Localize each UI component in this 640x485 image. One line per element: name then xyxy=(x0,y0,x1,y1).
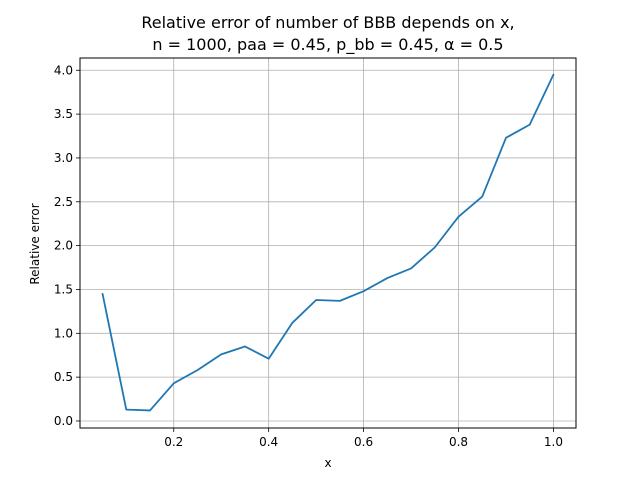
y-axis-ticks: 0.0 0.5 1.0 1.5 2.0 2.5 3.0 3.5 4.0 xyxy=(54,63,80,428)
series-layer xyxy=(103,75,554,411)
y-tick-label: 3.0 xyxy=(54,151,73,165)
x-tick-label: 0.8 xyxy=(449,435,468,449)
series-line xyxy=(103,75,554,411)
grid xyxy=(80,58,576,428)
y-tick-label: 2.0 xyxy=(54,239,73,253)
x-tick-label: 0.2 xyxy=(164,435,183,449)
plot-area-frame xyxy=(80,58,576,428)
y-tick-label: 1.0 xyxy=(54,326,73,340)
x-tick-label: 1.0 xyxy=(544,435,563,449)
x-tick-label: 0.6 xyxy=(354,435,373,449)
y-tick-label: 1.5 xyxy=(54,282,73,296)
x-axis-label: x xyxy=(324,456,331,470)
chart-title-line-1: Relative error of number of BBB depends … xyxy=(141,13,514,32)
y-tick-label: 0.0 xyxy=(54,414,73,428)
y-tick-label: 0.5 xyxy=(54,370,73,384)
y-axis-label: Relative error xyxy=(28,203,42,284)
x-tick-label: 0.4 xyxy=(259,435,278,449)
chart-title-line-2: n = 1000, paa = 0.45, p_bb = 0.45, α = 0… xyxy=(152,35,503,55)
y-tick-label: 2.5 xyxy=(54,195,73,209)
y-tick-label: 4.0 xyxy=(54,63,73,77)
y-tick-label: 3.5 xyxy=(54,107,73,121)
x-axis-ticks: 0.2 0.4 0.6 0.8 1.0 xyxy=(164,428,563,449)
